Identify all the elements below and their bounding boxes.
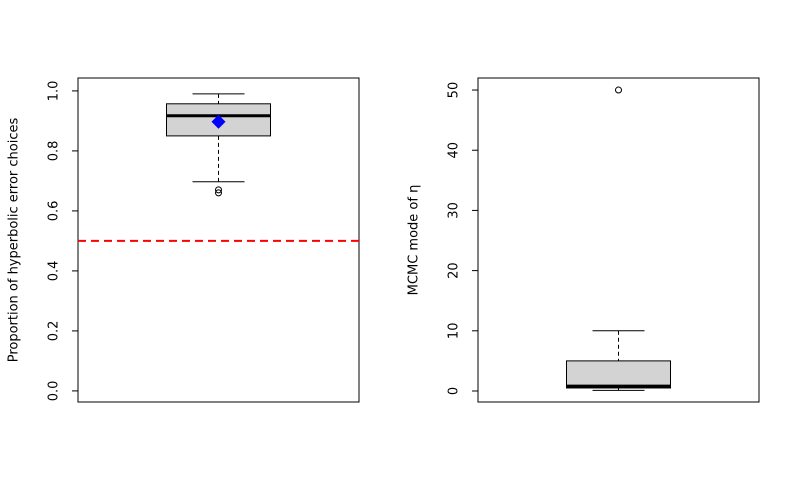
y-tick-label: 50 [447,82,462,99]
y-tick-label: 0.4 [47,261,62,282]
y-tick-label: 1.0 [47,81,62,102]
y-tick-label: 40 [447,142,462,159]
y-tick-label: 20 [447,262,462,279]
plot-frame [477,77,760,403]
outlier [215,186,222,194]
y-axis-label: MCMC mode of η [407,185,422,296]
y-tick-label: 0.8 [47,141,62,162]
outlier [615,86,622,94]
y-tick-label: 30 [447,202,462,219]
y-axis-label: Proportion of hyperbolic error choices [7,117,22,362]
box [566,360,671,389]
y-tick-label: 0.2 [47,321,62,342]
y-tick-label: 0.0 [47,381,62,402]
y-tick-label: 0.6 [47,201,62,222]
y-tick-label: 10 [447,323,462,340]
outlier [215,189,222,197]
y-tick-label: 0 [447,387,462,395]
mean-marker [211,114,226,129]
